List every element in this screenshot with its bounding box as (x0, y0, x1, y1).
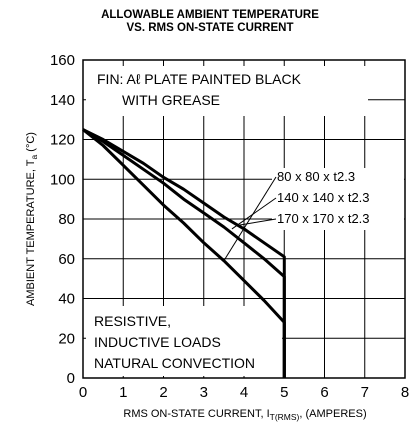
x-tick-label: 6 (320, 384, 328, 401)
x-tick-label: 8 (401, 384, 409, 401)
annotation-fin-line: FIN: Aℓ PLATE PAINTED BLACK (97, 71, 302, 87)
legend-label: 170 x 170 x t2.3 (277, 211, 370, 226)
series-line (82, 128, 286, 378)
chart-title-line: VS. RMS ON-STATE CURRENT (127, 22, 294, 34)
annotation-background (86, 66, 368, 116)
y-axis-label: AMBIENT TEMPERATURE, Ta (°C) (25, 132, 39, 306)
y-tick-label: 20 (58, 330, 75, 347)
y-tick-label: 100 (50, 171, 75, 188)
x-tick-label: 4 (240, 384, 248, 401)
x-tick-label: 2 (159, 384, 167, 401)
annotation-background (86, 306, 282, 376)
legend-leader-line (239, 218, 277, 226)
legend-label: 140 x 140 x t2.3 (277, 190, 370, 205)
x-tick-label: 1 (119, 384, 127, 401)
plot-frame (82, 59, 406, 379)
y-tick-label: 40 (58, 291, 75, 308)
legend-background (272, 168, 404, 230)
legend-leader-line (231, 197, 277, 230)
annotation-load-line: INDUCTIVE LOADS (94, 334, 221, 350)
x-axis-label: RMS ON-STATE CURRENT, IT(RMS), (AMPERES) (123, 408, 366, 422)
annotation-fin-line: WITH GREASE (122, 92, 220, 108)
annotation-load-line: RESISTIVE, (94, 313, 171, 329)
series-line (82, 128, 286, 378)
y-tick-label: 60 (58, 251, 75, 268)
x-tick-label: 7 (361, 384, 369, 401)
y-tick-label: 120 (50, 132, 75, 149)
chart-title-line: ALLOWABLE AMBIENT TEMPERATURE (101, 9, 319, 21)
x-tick-label: 0 (79, 384, 87, 401)
legend-label: 80 x 80 x t2.3 (277, 169, 355, 184)
y-tick-label: 80 (58, 211, 75, 228)
y-tick-label: 140 (50, 92, 75, 109)
x-tick-label: 3 (200, 384, 208, 401)
x-tick-label: 5 (280, 384, 288, 401)
legend-leader-line (223, 176, 277, 262)
y-tick-label: 160 (50, 52, 75, 69)
y-tick-label: 0 (67, 370, 75, 387)
annotation-load-line: NATURAL CONVECTION (94, 355, 255, 371)
